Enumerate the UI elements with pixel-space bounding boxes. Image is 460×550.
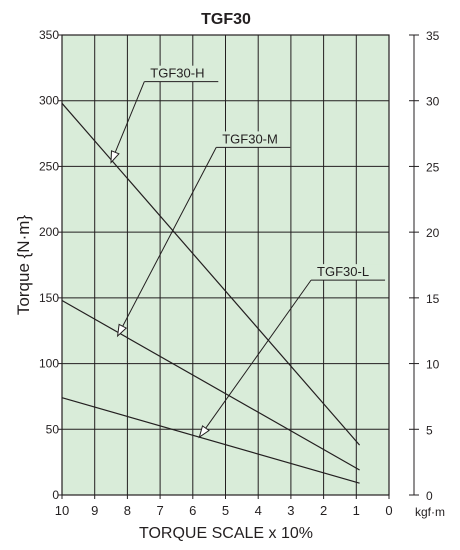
annotation-arrowhead-tgf30-m (116, 323, 128, 338)
secondary-tick-label-2: 10 (426, 358, 440, 372)
chart-title: TGF30 (201, 11, 251, 28)
x-tick-label-9: 1 (353, 503, 360, 518)
y-tick-label-7: 350 (39, 28, 59, 42)
x-tick-label-5: 5 (222, 503, 229, 518)
secondary-y-axis: 0 5 10 15 20 25 30 35 (409, 29, 440, 503)
annotation-arrowhead-tgf30-h (110, 150, 120, 164)
annotation-leader-tgf30-h (114, 81, 145, 153)
annotation-leader-tgf30-l (205, 279, 312, 429)
secondary-tick-label-6: 30 (426, 95, 440, 109)
annotation-label-bg-tgf30-l (316, 264, 383, 281)
x-tick-label-2: 8 (124, 503, 131, 518)
y-tick-label-1: 50 (46, 422, 60, 436)
series-line-tgf30-l (61, 397, 360, 484)
secondary-tick-label-0: 0 (426, 489, 433, 503)
annotation-label-tgf30-h: TGF30-H (150, 66, 204, 81)
x-tick-labels: 10 9 8 7 6 5 4 3 2 1 0 (55, 495, 393, 518)
y-tick-label-6: 300 (39, 94, 59, 108)
secondary-tick-label-4: 20 (426, 226, 440, 240)
x-tick-label-4: 6 (189, 503, 196, 518)
x-axis-label: TORQUE SCALE x 10% (139, 525, 313, 542)
secondary-tick-label-1: 5 (426, 423, 433, 437)
secondary-tick-label-7: 35 (426, 29, 440, 43)
series-annotations: TGF30-H TGF30-M TGF30-L (110, 65, 386, 439)
annotation-label-tgf30-l: TGF30-L (317, 264, 369, 279)
y-tick-label-3: 150 (39, 291, 59, 305)
y-tick-label-0: 0 (52, 488, 59, 502)
y-tick-label-2: 100 (39, 357, 59, 371)
series-line-tgf30-m (61, 299, 360, 471)
y-axis-label: Torque {N·m} (14, 215, 33, 315)
secondary-y-axis-label: kgf·m (415, 505, 445, 519)
y-tick-label-4: 200 (39, 225, 59, 239)
y-tick-label-5: 250 (39, 159, 59, 173)
x-tick-label-8: 2 (320, 503, 327, 518)
x-tick-label-6: 4 (255, 503, 262, 518)
annotation-leader-tgf30-m (122, 147, 217, 327)
x-tick-label-0: 10 (55, 503, 69, 518)
annotation-label-bg-tgf30-m (221, 131, 288, 148)
y-tick-labels: 0 50 100 150 200 250 300 350 (39, 28, 62, 502)
secondary-tick-label-5: 25 (426, 160, 440, 174)
x-tick-label-3: 7 (156, 503, 163, 518)
annotation-arrowhead-tgf30-l (198, 425, 210, 439)
annotation-label-bg-tgf30-h (149, 65, 216, 82)
x-tick-label-1: 9 (91, 503, 98, 518)
secondary-tick-label-3: 15 (426, 292, 440, 306)
x-tick-label-10: 0 (385, 503, 392, 518)
x-tick-label-7: 3 (287, 503, 294, 518)
annotation-label-tgf30-m: TGF30-M (222, 131, 278, 146)
